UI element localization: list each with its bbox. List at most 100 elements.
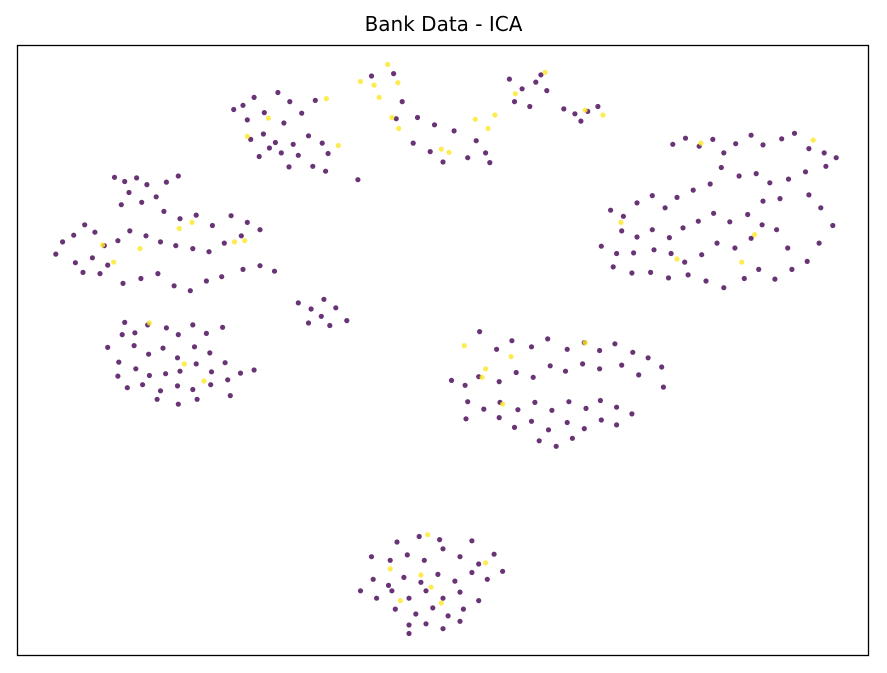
scatter-point-class-0 <box>823 163 829 169</box>
scatter-point-class-0 <box>251 94 257 100</box>
scatter-point-class-1 <box>395 80 401 86</box>
scatter-point-class-0 <box>92 229 98 235</box>
scatter-point-class-1 <box>485 125 491 132</box>
scatter-point-class-1 <box>582 340 588 346</box>
scatter-point-class-0 <box>122 319 128 325</box>
scatter-point-class-0 <box>733 141 739 147</box>
scatter-point-class-0 <box>228 213 234 219</box>
scatter-point-class-0 <box>175 173 181 179</box>
scatter-point-class-1 <box>189 219 195 225</box>
scatter-point-class-0 <box>357 588 364 594</box>
scatter-point-class-0 <box>295 152 301 158</box>
scatter-point-class-0 <box>82 222 88 228</box>
scatter-point-class-0 <box>418 579 424 585</box>
scatter-point-class-0 <box>368 554 375 560</box>
scatter-point-class-1 <box>446 149 452 155</box>
scatter-point-class-0 <box>785 176 792 182</box>
scatter-point-class-0 <box>736 173 742 179</box>
scatter-point-class-0 <box>580 361 586 367</box>
scatter-point-class-0 <box>319 140 325 146</box>
scatter-point-class-0 <box>581 426 587 432</box>
scatter-point-class-0 <box>440 546 446 552</box>
scatter-point-class-0 <box>462 382 468 388</box>
scatter-point-class-0 <box>194 396 200 402</box>
scatter-point-class-1 <box>176 225 182 232</box>
scatter-point-class-0 <box>127 228 133 234</box>
scatter-point-class-0 <box>620 213 627 219</box>
scatter-point-class-0 <box>779 136 785 142</box>
scatter-point-class-0 <box>682 259 688 265</box>
scatter-point-class-0 <box>469 538 475 544</box>
scatter-point-class-0 <box>703 278 709 284</box>
scatter-point-class-0 <box>308 306 314 312</box>
scatter-point-class-0 <box>391 71 397 77</box>
scatter-point-class-0 <box>133 366 139 372</box>
scatter-point-class-0 <box>393 116 399 122</box>
scatter-point-class-0 <box>193 212 199 218</box>
scatter-point-class-1 <box>323 96 329 102</box>
scatter-point-class-0 <box>509 338 515 344</box>
scatter-point-class-0 <box>256 153 262 160</box>
scatter-point-class-0 <box>118 202 124 208</box>
scatter-point-class-0 <box>530 374 536 380</box>
scatter-point-class-0 <box>634 200 640 206</box>
scatter-point-class-0 <box>406 622 412 628</box>
scatter-point-class-0 <box>680 225 686 231</box>
scatter-point-class-0 <box>759 222 765 228</box>
scatter-point-class-1 <box>438 600 444 606</box>
scatter-point-class-0 <box>699 252 705 258</box>
scatter-point-class-0 <box>465 399 471 405</box>
scatter-point-class-0 <box>710 136 716 142</box>
scatter-point-class-0 <box>333 305 339 311</box>
scatter-point-class-0 <box>97 271 103 277</box>
scatter-point-class-0 <box>177 368 183 374</box>
scatter-point-class-0 <box>120 280 126 286</box>
scatter-point-class-1 <box>512 91 518 97</box>
scatter-point-class-0 <box>789 266 795 272</box>
scatter-point-class-0 <box>631 250 637 256</box>
scatter-point-class-0 <box>491 551 497 557</box>
scatter-point-class-0 <box>251 367 257 373</box>
scatter-point-class-0 <box>389 588 395 594</box>
points-layer <box>53 61 839 637</box>
scatter-point-class-0 <box>53 251 59 257</box>
scatter-point-class-0 <box>290 141 296 147</box>
scatter-point-class-0 <box>370 576 376 582</box>
scatter-point-class-0 <box>163 371 169 377</box>
scatter-point-class-1 <box>582 107 588 113</box>
scatter-point-class-0 <box>140 382 146 388</box>
scatter-point-class-0 <box>115 238 121 244</box>
scatter-point-class-0 <box>833 155 839 161</box>
scatter-point-class-0 <box>818 205 824 211</box>
scatter-point-class-0 <box>435 571 441 578</box>
scatter-point-class-0 <box>257 263 263 269</box>
scatter-point-class-0 <box>748 132 754 138</box>
scatter-point-class-0 <box>138 275 144 282</box>
scatter-point-class-0 <box>260 131 266 137</box>
scatter-point-class-0 <box>670 141 676 147</box>
scatter-point-class-0 <box>674 194 680 200</box>
scatter-point-class-0 <box>240 266 246 272</box>
scatter-point-class-0 <box>777 196 783 202</box>
scatter-point-class-0 <box>437 537 443 543</box>
scatter-point-class-0 <box>528 344 535 350</box>
scatter-point-class-0 <box>190 322 196 328</box>
scatter-point-class-1 <box>244 133 250 139</box>
scatter-point-class-0 <box>160 345 166 351</box>
scatter-point-class-0 <box>171 283 177 289</box>
scatter-point-class-0 <box>791 130 798 136</box>
scatter-point-class-0 <box>238 233 244 239</box>
scatter-point-class-0 <box>619 362 625 368</box>
scatter-point-class-0 <box>177 216 183 222</box>
scatter-point-class-1 <box>111 259 117 265</box>
scatter-point-class-0 <box>153 194 159 200</box>
scatter-point-class-0 <box>457 618 463 624</box>
scatter-point-class-0 <box>430 605 436 611</box>
scatter-point-class-0 <box>538 72 544 78</box>
scatter-point-class-0 <box>271 268 278 274</box>
scatter-point-class-0 <box>416 533 422 540</box>
scatter-point-class-0 <box>572 111 578 117</box>
scatter-point-class-0 <box>374 595 380 601</box>
scatter-point-class-0 <box>465 155 471 161</box>
scatter-point-class-1 <box>472 116 478 122</box>
